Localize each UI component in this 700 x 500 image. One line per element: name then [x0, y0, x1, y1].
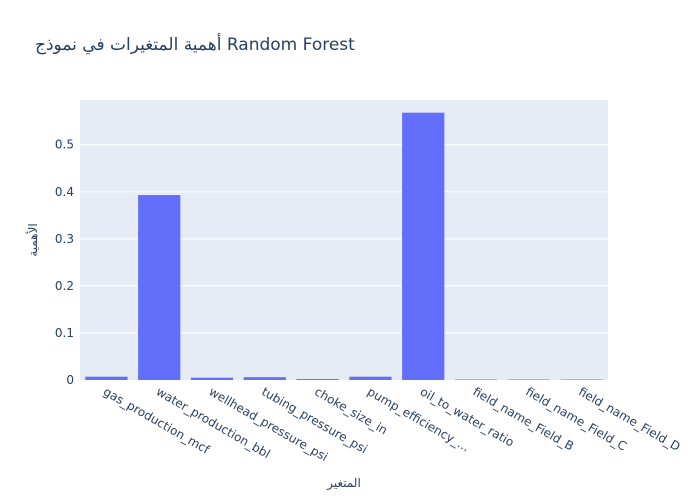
y-tick-label: 0	[66, 373, 74, 387]
y-tick-label: 0.2	[55, 279, 74, 293]
y-tick-label: 0.4	[55, 185, 74, 199]
bar-gas-production-mcf	[85, 376, 128, 380]
x-axis-ticks: gas_production_mcfwater_production_bblwe…	[101, 384, 683, 464]
y-tick-label: 0.3	[55, 232, 74, 246]
bar-oil-to-water-ratio	[402, 112, 445, 381]
bar-tubing-pressure-psi	[243, 377, 286, 380]
bar-water-production-bbl	[138, 195, 181, 380]
bar-wellhead-pressure-psi	[190, 377, 234, 380]
bars	[85, 112, 603, 381]
bar-choke-size-in	[296, 379, 339, 380]
chart-title: أهمية المتغيرات في نموذج Random Forest	[35, 33, 355, 55]
x-axis-title: المتغير	[326, 476, 361, 491]
y-axis-title: الأهمية	[25, 223, 40, 257]
y-axis-ticks: 0 0.1 0.2 0.3 0.4 0.5	[55, 138, 74, 387]
bar-pump-efficiency	[349, 376, 392, 380]
y-tick-label: 0.5	[55, 138, 74, 152]
y-tick-label: 0.1	[55, 326, 74, 340]
